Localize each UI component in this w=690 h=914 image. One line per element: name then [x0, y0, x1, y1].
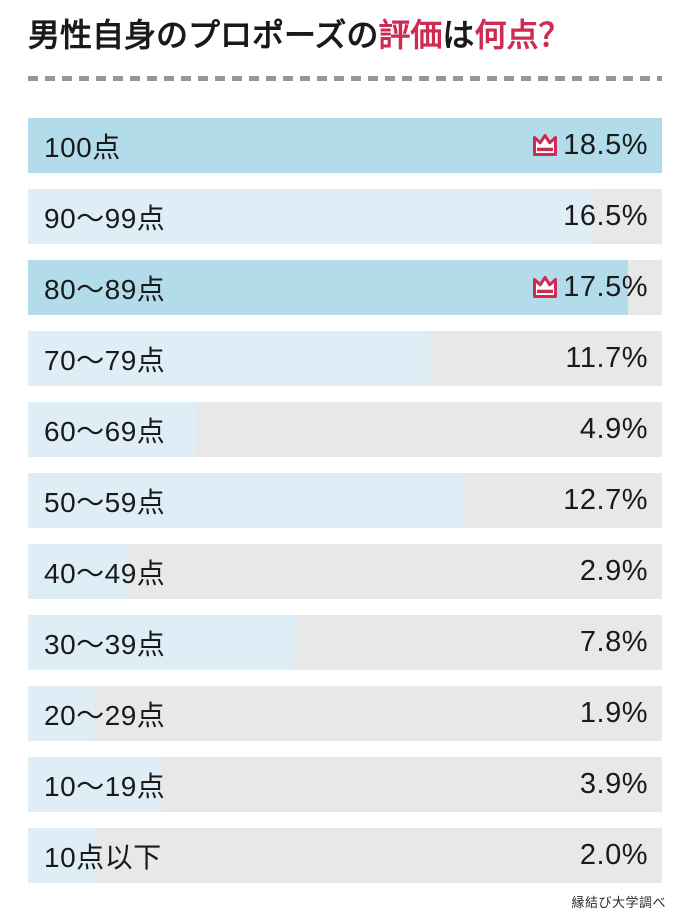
- bar-category-label: 70〜79点: [44, 344, 166, 376]
- bar-percentage: 17.5%: [563, 271, 648, 303]
- bar-value: 2.9%: [580, 555, 648, 588]
- page-title: 男性自身のプロポーズの評価は何点？: [28, 14, 570, 57]
- bar-fill: [28, 615, 296, 670]
- bar-category-label: 80〜89点: [44, 273, 166, 305]
- bar-row-content: 70〜79点 11.7%: [28, 331, 662, 386]
- bar-category-label: 90〜99点: [44, 202, 166, 234]
- bar-row: 80〜89点 17.5%: [28, 260, 662, 315]
- title-part-red-1: 評価: [378, 17, 443, 53]
- bar-percentage: 1.9%: [579, 697, 648, 729]
- bar-fill: [28, 473, 464, 528]
- bar-category-label: 10点以下: [44, 841, 162, 873]
- bar-percentage: 18.5%: [563, 129, 648, 161]
- dashed-divider: [28, 76, 662, 81]
- bar-row: 50〜59点 12.7%: [28, 473, 662, 528]
- bar-fill: [28, 544, 128, 599]
- title-part-black-2: は: [442, 17, 475, 53]
- bar-row: 60〜69点 4.9%: [28, 402, 662, 457]
- bar-category-label: 20〜29点: [44, 699, 166, 731]
- bar-value: 2.0%: [580, 839, 648, 872]
- bar-value: 7.8%: [580, 626, 648, 659]
- bar-fill: [28, 260, 628, 315]
- bar-fill: [28, 189, 594, 244]
- bar-value: 3.9%: [580, 768, 648, 801]
- bar-row-content: 90〜99点 16.5%: [28, 189, 662, 244]
- bar-category-label: 10〜19点: [44, 770, 166, 802]
- bar-category-label: 60〜69点: [44, 415, 166, 447]
- crown-icon: [533, 134, 558, 156]
- bar-row: 10点以下 2.0%: [28, 828, 662, 883]
- bar-fill: [28, 757, 162, 812]
- title-part-red-2: 何点？: [474, 17, 571, 53]
- bar-row: 100点 18.5%: [28, 118, 662, 173]
- bar-row-content: 50〜59点 12.7%: [28, 473, 662, 528]
- bar-row: 90〜99点 16.5%: [28, 189, 662, 244]
- bar-value: 16.5%: [563, 200, 648, 233]
- bar-percentage: 16.5%: [563, 200, 648, 232]
- bar-row-content: 40〜49点 2.9%: [28, 544, 662, 599]
- bar-fill: [28, 331, 429, 386]
- bar-row: 40〜49点 2.9%: [28, 544, 662, 599]
- bar-value: 12.7%: [563, 484, 648, 517]
- bar-category-label: 100点: [44, 131, 121, 163]
- bar-row-content: 10〜19点 3.9%: [28, 757, 662, 812]
- bar-value: 18.5%: [532, 129, 648, 162]
- bar-percentage: 3.9%: [579, 768, 648, 800]
- bar-row-content: 30〜39点 7.8%: [28, 615, 662, 670]
- bar-percentage: 4.9%: [579, 413, 648, 445]
- bar-row-content: 20〜29点 1.9%: [28, 686, 662, 741]
- bar-value: 17.5%: [532, 271, 648, 304]
- bar-row-content: 80〜89点 17.5%: [28, 260, 662, 315]
- bar-row-content: 10点以下 2.0%: [28, 828, 662, 883]
- bar-value: 4.9%: [580, 413, 648, 446]
- bar-fill: [28, 828, 97, 883]
- bar-row: 20〜29点 1.9%: [28, 686, 662, 741]
- bar-percentage: 12.7%: [563, 484, 648, 516]
- bar-fill: [28, 402, 196, 457]
- bar-fill: [28, 686, 94, 741]
- title-part-black-1: 男性自身のプロポーズの: [28, 17, 379, 53]
- bar-category-label: 40〜49点: [44, 557, 166, 589]
- bar-row: 30〜39点 7.8%: [28, 615, 662, 670]
- bar-percentage: 7.8%: [579, 626, 648, 658]
- bar-percentage: 11.7%: [565, 342, 648, 374]
- bar-category-label: 50〜59点: [44, 486, 166, 518]
- source-credit: 縁結び大学調べ: [571, 895, 666, 910]
- bar-percentage: 2.0%: [579, 839, 648, 871]
- bar-category-label: 30〜39点: [44, 628, 166, 660]
- bar-percentage: 2.9%: [579, 555, 648, 587]
- bar-row-content: 60〜69点 4.9%: [28, 402, 662, 457]
- bar-row-content: 100点 18.5%: [28, 118, 662, 173]
- crown-icon: [533, 276, 558, 298]
- bar-row: 10〜19点 3.9%: [28, 757, 662, 812]
- bar-value: 11.7%: [565, 342, 648, 375]
- bar-value: 1.9%: [580, 697, 648, 730]
- bar-row: 70〜79点 11.7%: [28, 331, 662, 386]
- bar-chart: 100点 18.5% 90〜99点 16.5%: [28, 118, 662, 899]
